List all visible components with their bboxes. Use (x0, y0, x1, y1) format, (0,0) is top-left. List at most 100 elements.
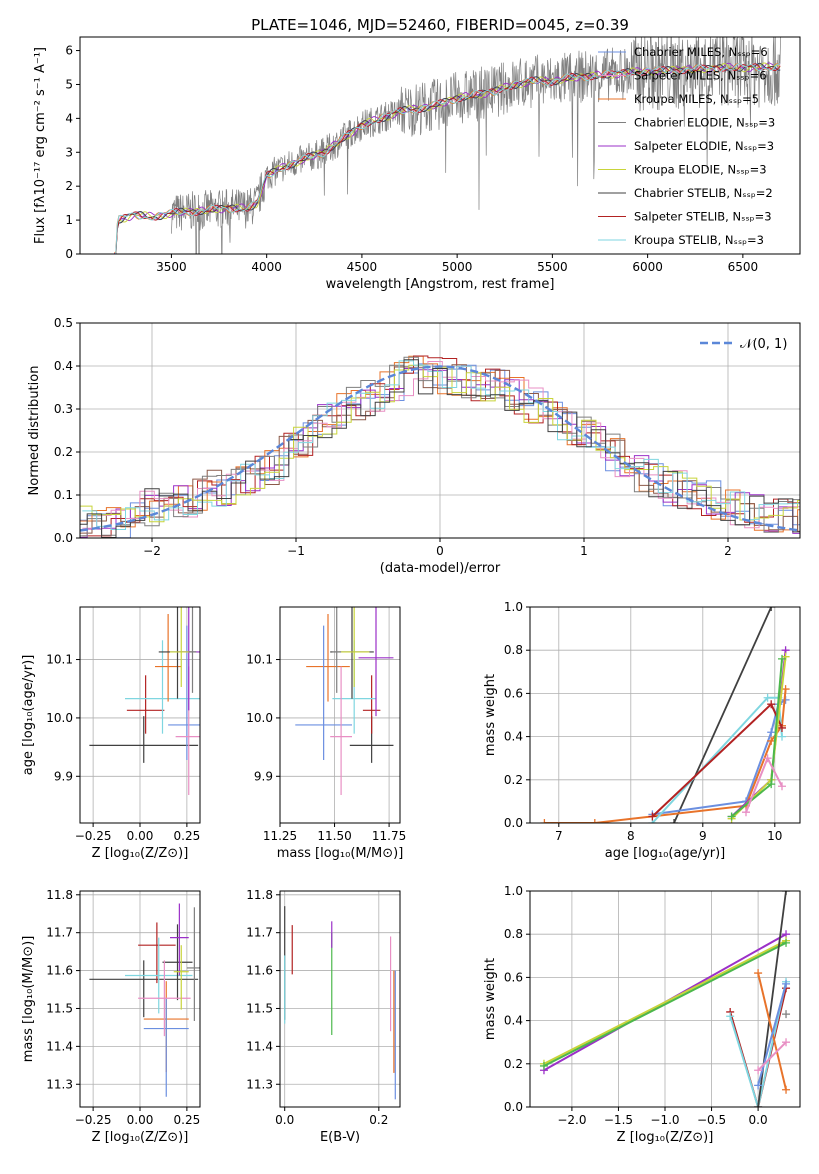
y-tick-label: 0.5 (54, 316, 73, 330)
x-tick-label: 5500 (537, 260, 568, 274)
x-tick-label: 4000 (251, 260, 282, 274)
y-tick-label: 0.2 (54, 445, 73, 459)
y-axis-label: mass [log₁₀(M/M⊙)] (21, 936, 36, 1063)
data-point (143, 998, 189, 1097)
model-series-line (114, 62, 781, 254)
x-tick-label: −0.25 (75, 829, 112, 843)
weight-line (673, 607, 773, 823)
y-tick-label: 0.2 (504, 773, 523, 787)
x-axis-label: Z [log₁₀(Z/Z⊙)] (617, 1130, 714, 1145)
x-tick-label: 3500 (156, 260, 187, 274)
weight-marker (778, 723, 786, 732)
x-tick-label: 11.75 (372, 829, 406, 843)
weight-line (651, 696, 783, 823)
y-tick-label: 9.9 (54, 769, 73, 783)
x-axis-label: wavelength [Angstrom, rest frame] (326, 277, 555, 292)
x-tick-label: 0 (436, 544, 444, 558)
data-point (170, 903, 189, 976)
y-tick-label: 0.8 (504, 927, 523, 941)
y-tick-label: 11.7 (46, 926, 73, 940)
weight-marker (648, 812, 657, 821)
weight-marker (767, 700, 776, 709)
x-tick-label: −0.25 (75, 1113, 112, 1127)
data-point (358, 607, 394, 717)
data-point (138, 922, 176, 984)
x-tick-label: −1.5 (604, 1113, 633, 1127)
x-tick-label: 11.50 (317, 829, 351, 843)
axes-frame (529, 606, 801, 824)
x-tick-label: 0.25 (174, 1113, 201, 1127)
histogram-series (80, 368, 800, 538)
x-tick-label: 9 (699, 829, 707, 843)
x-axis-label: E(B-V) (320, 1130, 360, 1145)
axes-mass-vs-ebv: 0.0 0.2 11.3 11.4 11.5 11.6 11.7 11.8 E(B-V) (246, 888, 400, 1145)
y-axis-label: Normed distribution (27, 366, 42, 496)
axes-frame (279, 890, 401, 1108)
weight-marker (782, 1010, 791, 1019)
y-tick-label: 0.6 (504, 686, 523, 700)
histogram-series (80, 364, 800, 523)
y-tick-label: 0.8 (504, 643, 523, 657)
y-tick-label: 11.4 (246, 1039, 273, 1053)
x-tick-label: 0.2 (369, 1113, 388, 1127)
weight-line (757, 1041, 787, 1072)
data-point (155, 614, 182, 702)
y-tick-label: 11.8 (246, 888, 273, 902)
x-tick-label: 0.25 (174, 829, 201, 843)
weight-marker (590, 819, 599, 823)
y-tick-label: 0.0 (504, 816, 523, 830)
data-point (162, 924, 193, 1001)
weight-line (543, 939, 787, 1065)
weight-marker (782, 891, 791, 895)
weight-marker (767, 728, 776, 737)
y-tick-label: 0.4 (504, 1014, 523, 1028)
data-point (89, 960, 199, 1018)
weight-marker (754, 1103, 763, 1107)
weight-marker (670, 819, 678, 823)
legend-entry: Chabrier ELODIE, Nₛₛₚ=3 (634, 116, 775, 130)
weight-marker (754, 969, 763, 978)
weight-marker (767, 736, 776, 745)
x-axis-label: age [log₁₀(age/yr)] (605, 846, 726, 861)
y-tick-label: 10.0 (246, 711, 273, 725)
y-tick-label: 10.1 (46, 653, 73, 667)
errorbar-points (284, 906, 396, 1100)
data-point (338, 607, 370, 687)
histogram-steps (80, 355, 800, 538)
x-tick-label: −1.0 (650, 1113, 679, 1127)
weight-marker (782, 938, 791, 947)
weight-marker (782, 1085, 791, 1094)
data-point (168, 625, 200, 760)
weight-marker (540, 819, 549, 823)
axes-frame (79, 36, 801, 255)
weight-marker (763, 693, 772, 702)
x-tick-label: 0.0 (275, 1113, 294, 1127)
weight-marker (781, 685, 790, 694)
weight-line (543, 941, 787, 1067)
legend-entry: Salpeter MILES, Nₛₛₚ=6 (634, 69, 767, 83)
y-tick-label: 1.0 (504, 600, 523, 614)
x-tick-label: −0.5 (697, 1113, 726, 1127)
x-tick-label: 1 (580, 544, 588, 558)
legend-entry: Chabrier STELIB, Nₛₛₚ=2 (634, 186, 773, 200)
axes-frame (79, 322, 801, 539)
y-tick-label: 0.2 (504, 1057, 523, 1071)
weight-marker (782, 979, 791, 988)
x-tick-label: 5000 (442, 260, 473, 274)
x-tick-label: 11.25 (263, 829, 297, 843)
weight-marker (727, 812, 736, 821)
axes-age-vs-Z: −0.25 0.00 0.25 9.9 10.0 10.1 Z [log₁₀(Z/Z⊙)] a… (21, 607, 200, 861)
data-point (125, 937, 193, 1014)
data-point (362, 675, 381, 734)
y-tick-label: 0.0 (504, 1100, 523, 1114)
x-tick-label: −2.0 (557, 1113, 586, 1127)
weight-marker (754, 1066, 763, 1075)
weight-marker (726, 1012, 735, 1021)
axes-residuals: −2 −1 0 1 2 0.0 0.1 0.2 0.3 0.4 0.5 (data-model)/er… (27, 316, 800, 576)
histogram-series (82, 361, 800, 529)
y-axis-label: mass weight (483, 674, 498, 756)
weight-marker (742, 808, 750, 817)
data-point (295, 625, 352, 760)
weight-marker (767, 607, 776, 611)
